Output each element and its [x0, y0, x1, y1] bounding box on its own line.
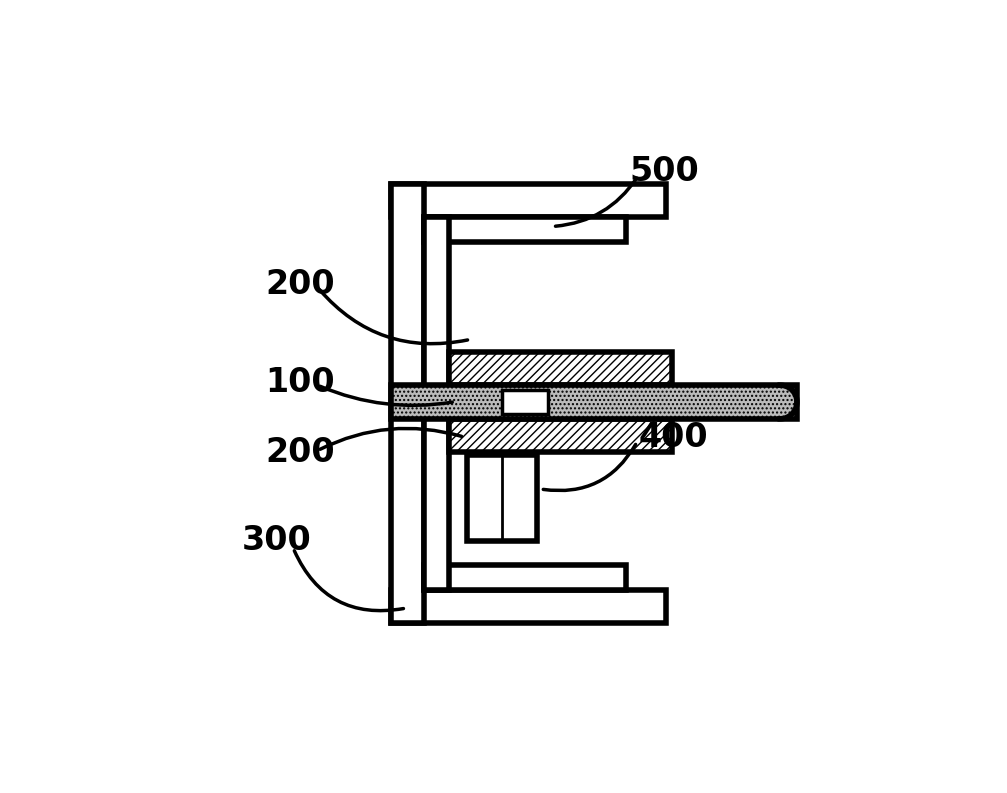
Text: 100: 100	[266, 366, 335, 399]
Bar	[449, 351, 672, 385]
Bar	[425, 217, 626, 242]
Bar	[391, 184, 666, 217]
Bar	[391, 385, 797, 419]
Bar	[502, 390, 548, 414]
Bar	[467, 455, 538, 541]
Text: 200: 200	[266, 436, 335, 469]
Text: 500: 500	[629, 155, 699, 188]
Bar	[391, 590, 666, 623]
Bar	[425, 217, 449, 590]
Bar	[449, 419, 672, 452]
Bar	[391, 184, 425, 623]
Bar	[425, 565, 626, 590]
Text: 300: 300	[242, 524, 311, 557]
Text: 400: 400	[638, 420, 708, 454]
Text: 200: 200	[266, 268, 335, 301]
